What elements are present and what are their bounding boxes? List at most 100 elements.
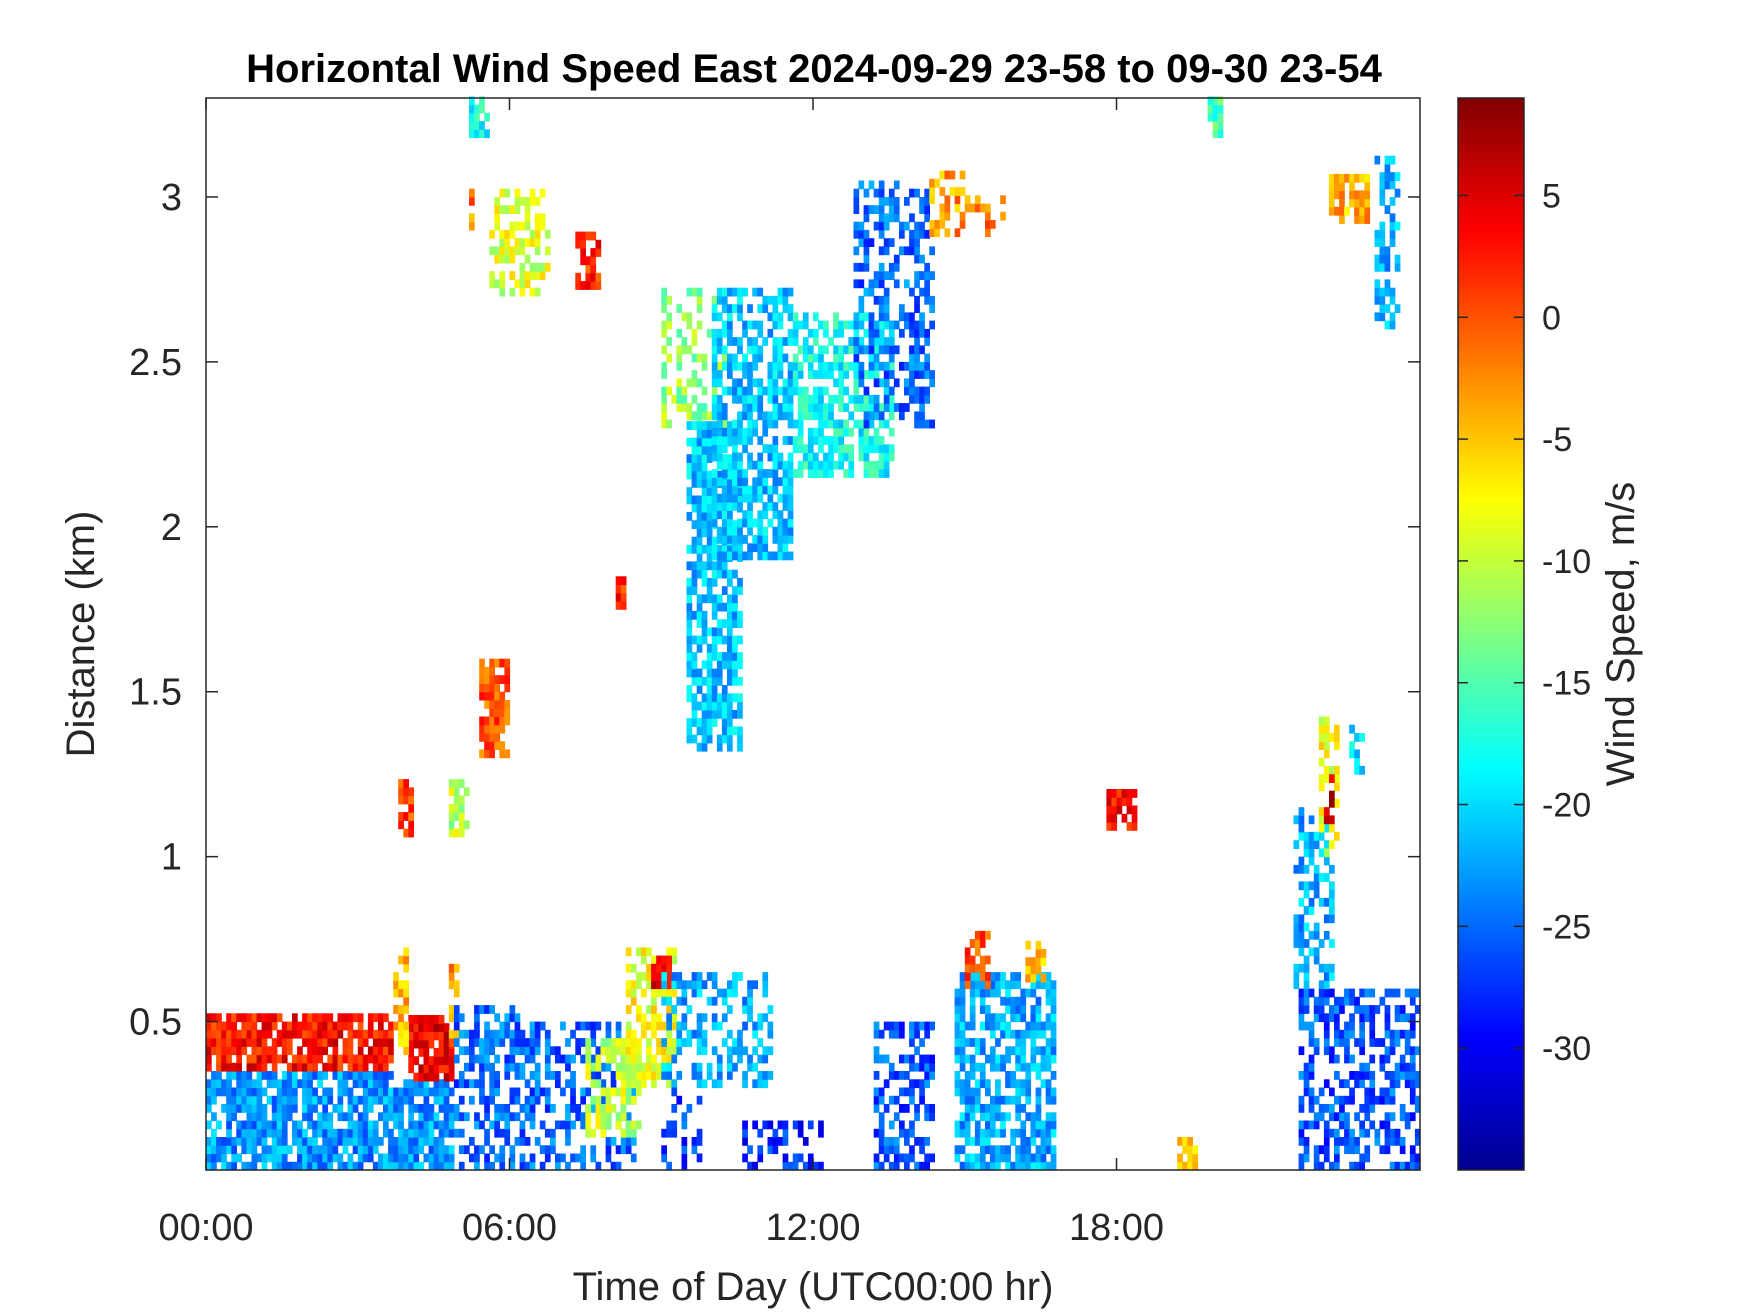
heatmap-cell <box>990 1145 996 1155</box>
heatmap-cell <box>893 213 900 223</box>
heatmap-cell <box>489 246 495 256</box>
heatmap-cell <box>1323 823 1330 833</box>
heatmap-cell <box>787 485 794 495</box>
heatmap-cell <box>868 180 875 190</box>
heatmap-cell <box>727 660 733 670</box>
heatmap-cell <box>888 411 895 421</box>
heatmap-cell <box>721 353 728 363</box>
heatmap-cell <box>883 1079 890 1089</box>
heatmap-cell <box>479 716 485 726</box>
heatmap-cell <box>317 1013 323 1023</box>
heatmap-cell <box>393 1112 399 1122</box>
heatmap-cell <box>544 246 551 256</box>
heatmap-cell <box>676 1038 683 1047</box>
heatmap-cell <box>792 361 799 371</box>
heatmap-cell <box>995 1112 1001 1122</box>
heatmap-cell <box>479 104 485 114</box>
heatmap-cell <box>919 229 925 239</box>
heatmap-cell <box>1050 1120 1057 1130</box>
heatmap-cell <box>696 972 703 981</box>
heatmap-cell <box>686 668 693 678</box>
heatmap-cell <box>403 1079 409 1089</box>
heatmap-cell <box>1035 1145 1042 1155</box>
heatmap-cell <box>706 726 713 736</box>
heatmap-cell <box>792 1120 799 1130</box>
heatmap-cell <box>307 1112 313 1122</box>
heatmap-cell <box>706 586 713 595</box>
heatmap-cell <box>893 205 900 214</box>
heatmap-cell <box>641 1021 647 1031</box>
heatmap-cell <box>357 1112 364 1122</box>
heatmap-cell <box>1045 1054 1052 1064</box>
heatmap-cell <box>954 1087 961 1097</box>
heatmap-cell <box>701 353 708 363</box>
heatmap-cell <box>893 1021 900 1031</box>
heatmap-cell <box>504 188 511 198</box>
heatmap-cell <box>863 403 870 412</box>
heatmap-cell <box>1409 1112 1416 1122</box>
heatmap-cell <box>691 693 698 703</box>
heatmap-cell <box>625 1071 632 1080</box>
heatmap-cell <box>620 592 627 602</box>
heatmap-cell <box>241 1104 248 1113</box>
heatmap-cell <box>448 1013 455 1023</box>
heatmap-cell <box>241 1079 248 1089</box>
heatmap-cell <box>322 1153 328 1163</box>
heatmap-cell <box>1040 973 1047 983</box>
heatmap-cell <box>438 1048 445 1057</box>
heatmap-cell <box>630 1046 637 1056</box>
heatmap-cell <box>484 691 490 701</box>
heatmap-cell <box>691 353 698 363</box>
heatmap-cell <box>959 1054 966 1064</box>
heatmap-cell <box>408 1023 414 1032</box>
heatmap-cell <box>418 1031 425 1041</box>
heatmap-cell <box>883 246 890 256</box>
heatmap-cell <box>686 470 693 480</box>
heatmap-cell <box>990 1128 996 1138</box>
heatmap-cell <box>752 1079 758 1089</box>
heatmap-cell <box>1313 864 1320 874</box>
heatmap-cell <box>696 544 703 554</box>
heatmap-cell <box>742 353 748 363</box>
heatmap-cell <box>974 1087 981 1097</box>
heatmap-cell <box>696 602 703 612</box>
heatmap-cell <box>1050 1029 1057 1039</box>
heatmap-cell <box>1414 1071 1421 1080</box>
heatmap-cell <box>226 1038 232 1047</box>
heatmap-cell <box>494 254 500 264</box>
heatmap-cell <box>1374 1137 1381 1146</box>
heatmap-cell <box>1339 1120 1345 1130</box>
heatmap-cell <box>281 1145 288 1155</box>
heatmap-cell <box>863 312 870 322</box>
heatmap-cell <box>251 1021 258 1031</box>
heatmap-cell <box>767 1046 774 1056</box>
heatmap-cell <box>706 693 713 703</box>
heatmap-cell <box>1040 1153 1047 1163</box>
heatmap-cell <box>1359 733 1365 742</box>
heatmap-cell <box>590 1071 597 1080</box>
heatmap-cell <box>337 1137 344 1146</box>
heatmap-cell <box>686 660 693 670</box>
heatmap-cell <box>1298 1095 1305 1105</box>
heatmap-cell <box>636 947 642 957</box>
heatmap-cell <box>322 1029 328 1039</box>
heatmap-cell <box>256 1104 263 1113</box>
heatmap-cell <box>772 485 779 495</box>
heatmap-cell <box>696 429 703 439</box>
heatmap-cell <box>858 262 865 272</box>
heatmap-cell <box>241 1029 248 1039</box>
heatmap-cell <box>524 1054 531 1064</box>
heatmap-cell <box>646 1005 652 1014</box>
heatmap-cell <box>959 170 966 180</box>
heatmap-cell <box>1045 988 1052 998</box>
heatmap-cell <box>716 394 723 404</box>
heatmap-cell <box>782 469 789 478</box>
heatmap-cell <box>863 460 870 470</box>
heatmap-cell <box>1339 1104 1345 1113</box>
heatmap-cell <box>1344 1029 1350 1039</box>
heatmap-cell <box>666 1013 672 1023</box>
heatmap-cell <box>721 635 728 645</box>
heatmap-cell <box>479 1087 485 1097</box>
heatmap-cell <box>964 1021 971 1031</box>
y-tick-label: 1 <box>161 837 182 879</box>
